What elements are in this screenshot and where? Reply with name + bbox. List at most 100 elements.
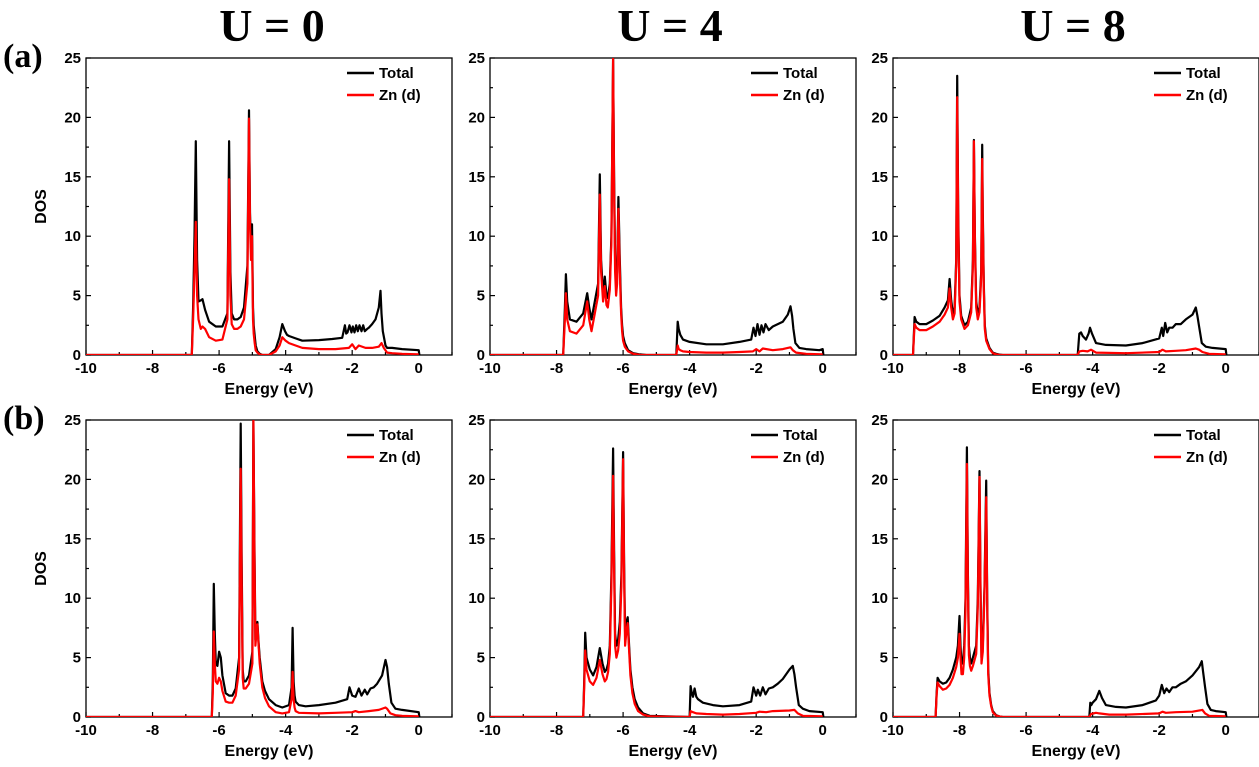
legend-label: Zn (d) — [1186, 449, 1228, 466]
dos-panel-0: -10 -8 -6 -4 -2 0 0 5 10 15 20 25 Energy (eV) DOS Tota… — [33, 50, 453, 398]
series-line-total — [490, 58, 825, 355]
x-tick-label: -2 — [1153, 722, 1166, 739]
legend-label: Total — [379, 427, 414, 444]
dos-panel-3: -10 -8 -6 -4 -2 0 0 5 10 15 20 25 Energy (eV) DOS Tota… — [33, 412, 453, 760]
x-tick-label: -10 — [479, 360, 501, 377]
x-tick-label: -6 — [616, 360, 629, 377]
x-tick-label: -8 — [550, 722, 563, 739]
series-line-zn-d — [86, 420, 419, 717]
y-tick-label: 25 — [64, 412, 81, 429]
y-tick-label: 25 — [871, 50, 888, 67]
y-tick-label: 0 — [73, 347, 81, 364]
dos-panel-1: -10 -8 -6 -4 -2 0 0 5 10 15 20 25 Energy (eV) Total Zn… — [468, 50, 857, 398]
x-tick-label: -8 — [953, 722, 966, 739]
dos-panel-4: -10 -8 -6 -4 -2 0 0 5 10 15 20 25 Energy (eV) Total Zn… — [468, 412, 857, 760]
legend-label: Zn (d) — [783, 449, 825, 466]
x-tick-label: 0 — [1222, 360, 1230, 377]
series-line-total — [490, 447, 825, 717]
x-tick-label: -4 — [683, 360, 697, 377]
y-tick-label: 20 — [468, 109, 485, 126]
x-axis-title: Energy (eV) — [1032, 743, 1121, 760]
y-tick-label: 20 — [64, 471, 81, 488]
y-axis-title: DOS — [33, 189, 50, 224]
y-tick-label: 15 — [64, 531, 81, 548]
series-line-total — [86, 109, 421, 355]
y-tick-label: 0 — [477, 347, 485, 364]
x-tick-label: -6 — [212, 360, 225, 377]
y-tick-label: 15 — [468, 169, 485, 186]
x-tick-label: -10 — [75, 360, 97, 377]
legend-label: Total — [379, 65, 414, 82]
x-tick-label: 0 — [819, 722, 827, 739]
series-line-zn-d — [490, 458, 823, 717]
column-title-u4: U = 4 — [617, 0, 722, 51]
y-tick-label: 10 — [64, 228, 81, 245]
y-tick-label: 15 — [64, 169, 81, 186]
row-label-b: (b) — [3, 400, 45, 437]
x-tick-label: -4 — [683, 722, 697, 739]
series-line-zn-d — [490, 58, 823, 355]
y-tick-label: 25 — [871, 412, 888, 429]
y-tick-label: 5 — [477, 288, 485, 305]
series-line-total — [86, 420, 421, 717]
x-tick-label: -8 — [146, 360, 159, 377]
x-tick-label: -8 — [953, 360, 966, 377]
legend-label: Total — [783, 427, 818, 444]
y-tick-label: 10 — [871, 590, 888, 607]
x-tick-label: -10 — [882, 722, 904, 739]
x-tick-label: -2 — [750, 360, 763, 377]
column-title-u8: U = 8 — [1020, 0, 1125, 51]
y-tick-label: 0 — [880, 347, 888, 364]
x-tick-label: -6 — [1019, 360, 1032, 377]
y-tick-label: 10 — [64, 590, 81, 607]
y-tick-label: 10 — [468, 228, 485, 245]
series-line-total — [893, 74, 1228, 355]
y-tick-label: 0 — [73, 709, 81, 726]
x-tick-label: -6 — [1019, 722, 1032, 739]
y-tick-label: 0 — [880, 709, 888, 726]
x-tick-label: -4 — [279, 722, 293, 739]
legend-label: Total — [1186, 65, 1221, 82]
x-tick-label: -2 — [750, 722, 763, 739]
y-tick-label: 5 — [477, 650, 485, 667]
y-tick-label: 25 — [468, 412, 485, 429]
y-tick-label: 15 — [468, 531, 485, 548]
x-tick-label: -2 — [1153, 360, 1166, 377]
y-tick-label: 20 — [468, 471, 485, 488]
y-tick-label: 20 — [871, 109, 888, 126]
x-axis-title: Energy (eV) — [629, 381, 718, 398]
legend-label: Total — [1186, 427, 1221, 444]
x-tick-label: 0 — [819, 360, 827, 377]
series-line-zn-d — [86, 117, 419, 355]
y-tick-label: 5 — [73, 650, 81, 667]
x-tick-label: -10 — [479, 722, 501, 739]
series-line-total — [893, 446, 1228, 717]
x-tick-label: -4 — [1086, 722, 1100, 739]
series-line-zn-d — [893, 96, 1226, 355]
x-tick-label: 0 — [415, 360, 423, 377]
y-tick-label: 10 — [871, 228, 888, 245]
y-tick-label: 5 — [880, 288, 888, 305]
x-tick-label: -8 — [550, 360, 563, 377]
panel-grid: -10 -8 -6 -4 -2 0 0 5 10 15 20 25 Energy (eV) DOS Tota… — [33, 50, 1259, 760]
x-tick-label: -10 — [882, 360, 904, 377]
x-axis-title: Energy (eV) — [1032, 381, 1121, 398]
y-tick-label: 15 — [871, 169, 888, 186]
dos-panel-2: -10 -8 -6 -4 -2 0 0 5 10 15 20 25 Energy (eV) Total Zn… — [871, 50, 1259, 398]
legend-label: Total — [783, 65, 818, 82]
x-tick-label: -6 — [616, 722, 629, 739]
y-tick-label: 15 — [871, 531, 888, 548]
legend-label: Zn (d) — [379, 449, 421, 466]
x-tick-label: -10 — [75, 722, 97, 739]
y-axis-title: DOS — [33, 551, 50, 586]
y-tick-label: 5 — [73, 288, 81, 305]
legend-label: Zn (d) — [1186, 87, 1228, 104]
y-tick-label: 20 — [64, 109, 81, 126]
x-tick-label: -2 — [346, 360, 359, 377]
x-axis-title: Energy (eV) — [225, 381, 314, 398]
column-title-u0: U = 0 — [219, 0, 324, 51]
legend-label: Zn (d) — [783, 87, 825, 104]
y-tick-label: 10 — [468, 590, 485, 607]
x-tick-label: -4 — [1086, 360, 1100, 377]
